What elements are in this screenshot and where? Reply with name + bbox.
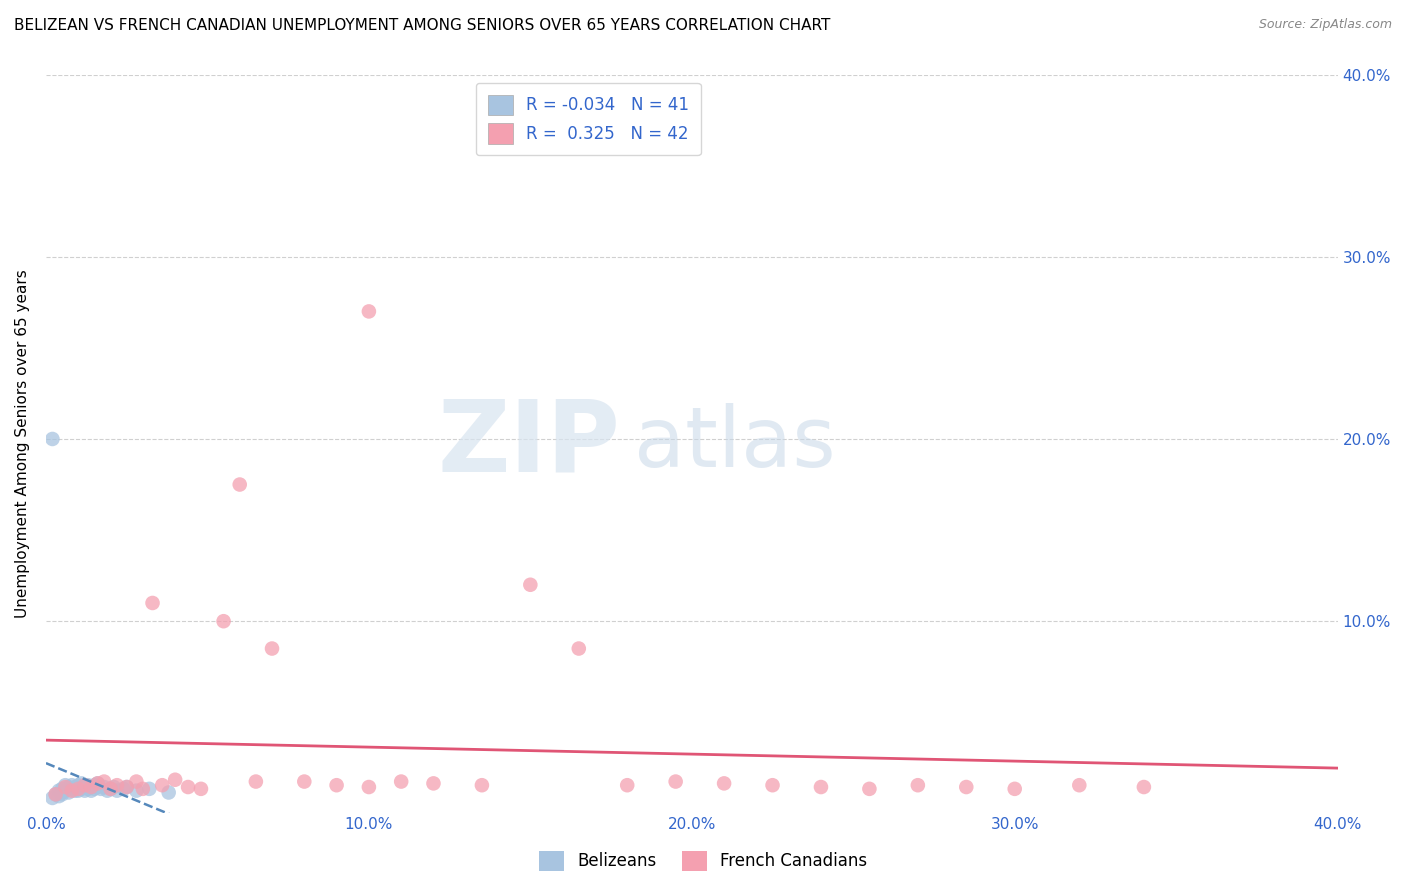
Point — [115, 780, 138, 794]
Point — [67, 783, 90, 797]
Point — [105, 778, 128, 792]
Point — [90, 781, 112, 796]
Point — [761, 778, 783, 792]
Point — [260, 641, 283, 656]
Text: ZIP: ZIP — [437, 395, 621, 492]
Point — [73, 778, 96, 792]
Point — [41, 432, 63, 446]
Point — [1004, 781, 1026, 796]
Point — [292, 774, 315, 789]
Point — [665, 774, 688, 789]
Point — [80, 783, 103, 797]
Point — [100, 781, 122, 796]
Point — [63, 780, 86, 794]
Point — [138, 781, 160, 796]
Point — [1133, 780, 1156, 794]
Point — [67, 778, 90, 792]
Point — [616, 778, 638, 792]
Legend: Belizeans, French Canadians: Belizeans, French Canadians — [530, 842, 876, 880]
Point — [53, 780, 76, 794]
Point — [1069, 778, 1091, 792]
Point — [245, 774, 267, 789]
Point — [955, 780, 977, 794]
Point — [157, 785, 180, 799]
Point — [907, 778, 929, 792]
Point — [96, 783, 118, 797]
Point — [58, 785, 80, 799]
Point — [70, 781, 93, 796]
Point — [713, 776, 735, 790]
Point — [357, 780, 380, 794]
Point — [93, 774, 115, 789]
Point — [51, 785, 73, 799]
Point — [58, 780, 80, 794]
Point — [51, 781, 73, 796]
Point — [60, 783, 83, 797]
Point — [132, 781, 155, 796]
Point — [858, 781, 880, 796]
Point — [86, 776, 108, 790]
Y-axis label: Unemployment Among Seniors over 65 years: Unemployment Among Seniors over 65 years — [15, 269, 30, 618]
Point — [141, 596, 163, 610]
Point — [73, 783, 96, 797]
Point — [86, 776, 108, 790]
Point — [357, 304, 380, 318]
Legend: R = -0.034   N = 41, R =  0.325   N = 42: R = -0.034 N = 41, R = 0.325 N = 42 — [477, 83, 700, 155]
Point — [67, 781, 90, 796]
Point — [48, 789, 70, 804]
Point — [77, 781, 100, 796]
Point — [83, 778, 105, 792]
Point — [41, 791, 63, 805]
Point — [70, 776, 93, 790]
Point — [60, 781, 83, 796]
Point — [471, 778, 494, 792]
Point — [389, 774, 412, 789]
Point — [80, 780, 103, 794]
Point — [60, 778, 83, 792]
Point — [125, 774, 148, 789]
Point — [63, 783, 86, 797]
Point — [810, 780, 832, 794]
Point — [112, 781, 135, 796]
Point — [53, 783, 76, 797]
Text: Source: ZipAtlas.com: Source: ZipAtlas.com — [1258, 18, 1392, 31]
Point — [105, 783, 128, 797]
Point — [48, 783, 70, 797]
Text: BELIZEAN VS FRENCH CANADIAN UNEMPLOYMENT AMONG SENIORS OVER 65 YEARS CORRELATION: BELIZEAN VS FRENCH CANADIAN UNEMPLOYMENT… — [14, 18, 831, 33]
Point — [165, 772, 187, 787]
Point — [125, 783, 148, 797]
Point — [73, 780, 96, 794]
Point — [86, 780, 108, 794]
Point — [80, 780, 103, 794]
Point — [51, 787, 73, 801]
Point — [519, 578, 541, 592]
Point — [100, 781, 122, 796]
Point — [103, 780, 125, 794]
Point — [45, 787, 67, 801]
Point — [212, 614, 235, 628]
Point — [325, 778, 347, 792]
Point — [177, 780, 200, 794]
Point — [53, 778, 76, 792]
Point — [77, 778, 100, 792]
Point — [228, 477, 250, 491]
Point — [93, 780, 115, 794]
Point — [115, 780, 138, 794]
Point — [45, 787, 67, 801]
Point — [422, 776, 444, 790]
Text: atlas: atlas — [634, 403, 835, 484]
Point — [83, 781, 105, 796]
Point — [190, 781, 212, 796]
Point — [150, 778, 173, 792]
Point — [568, 641, 591, 656]
